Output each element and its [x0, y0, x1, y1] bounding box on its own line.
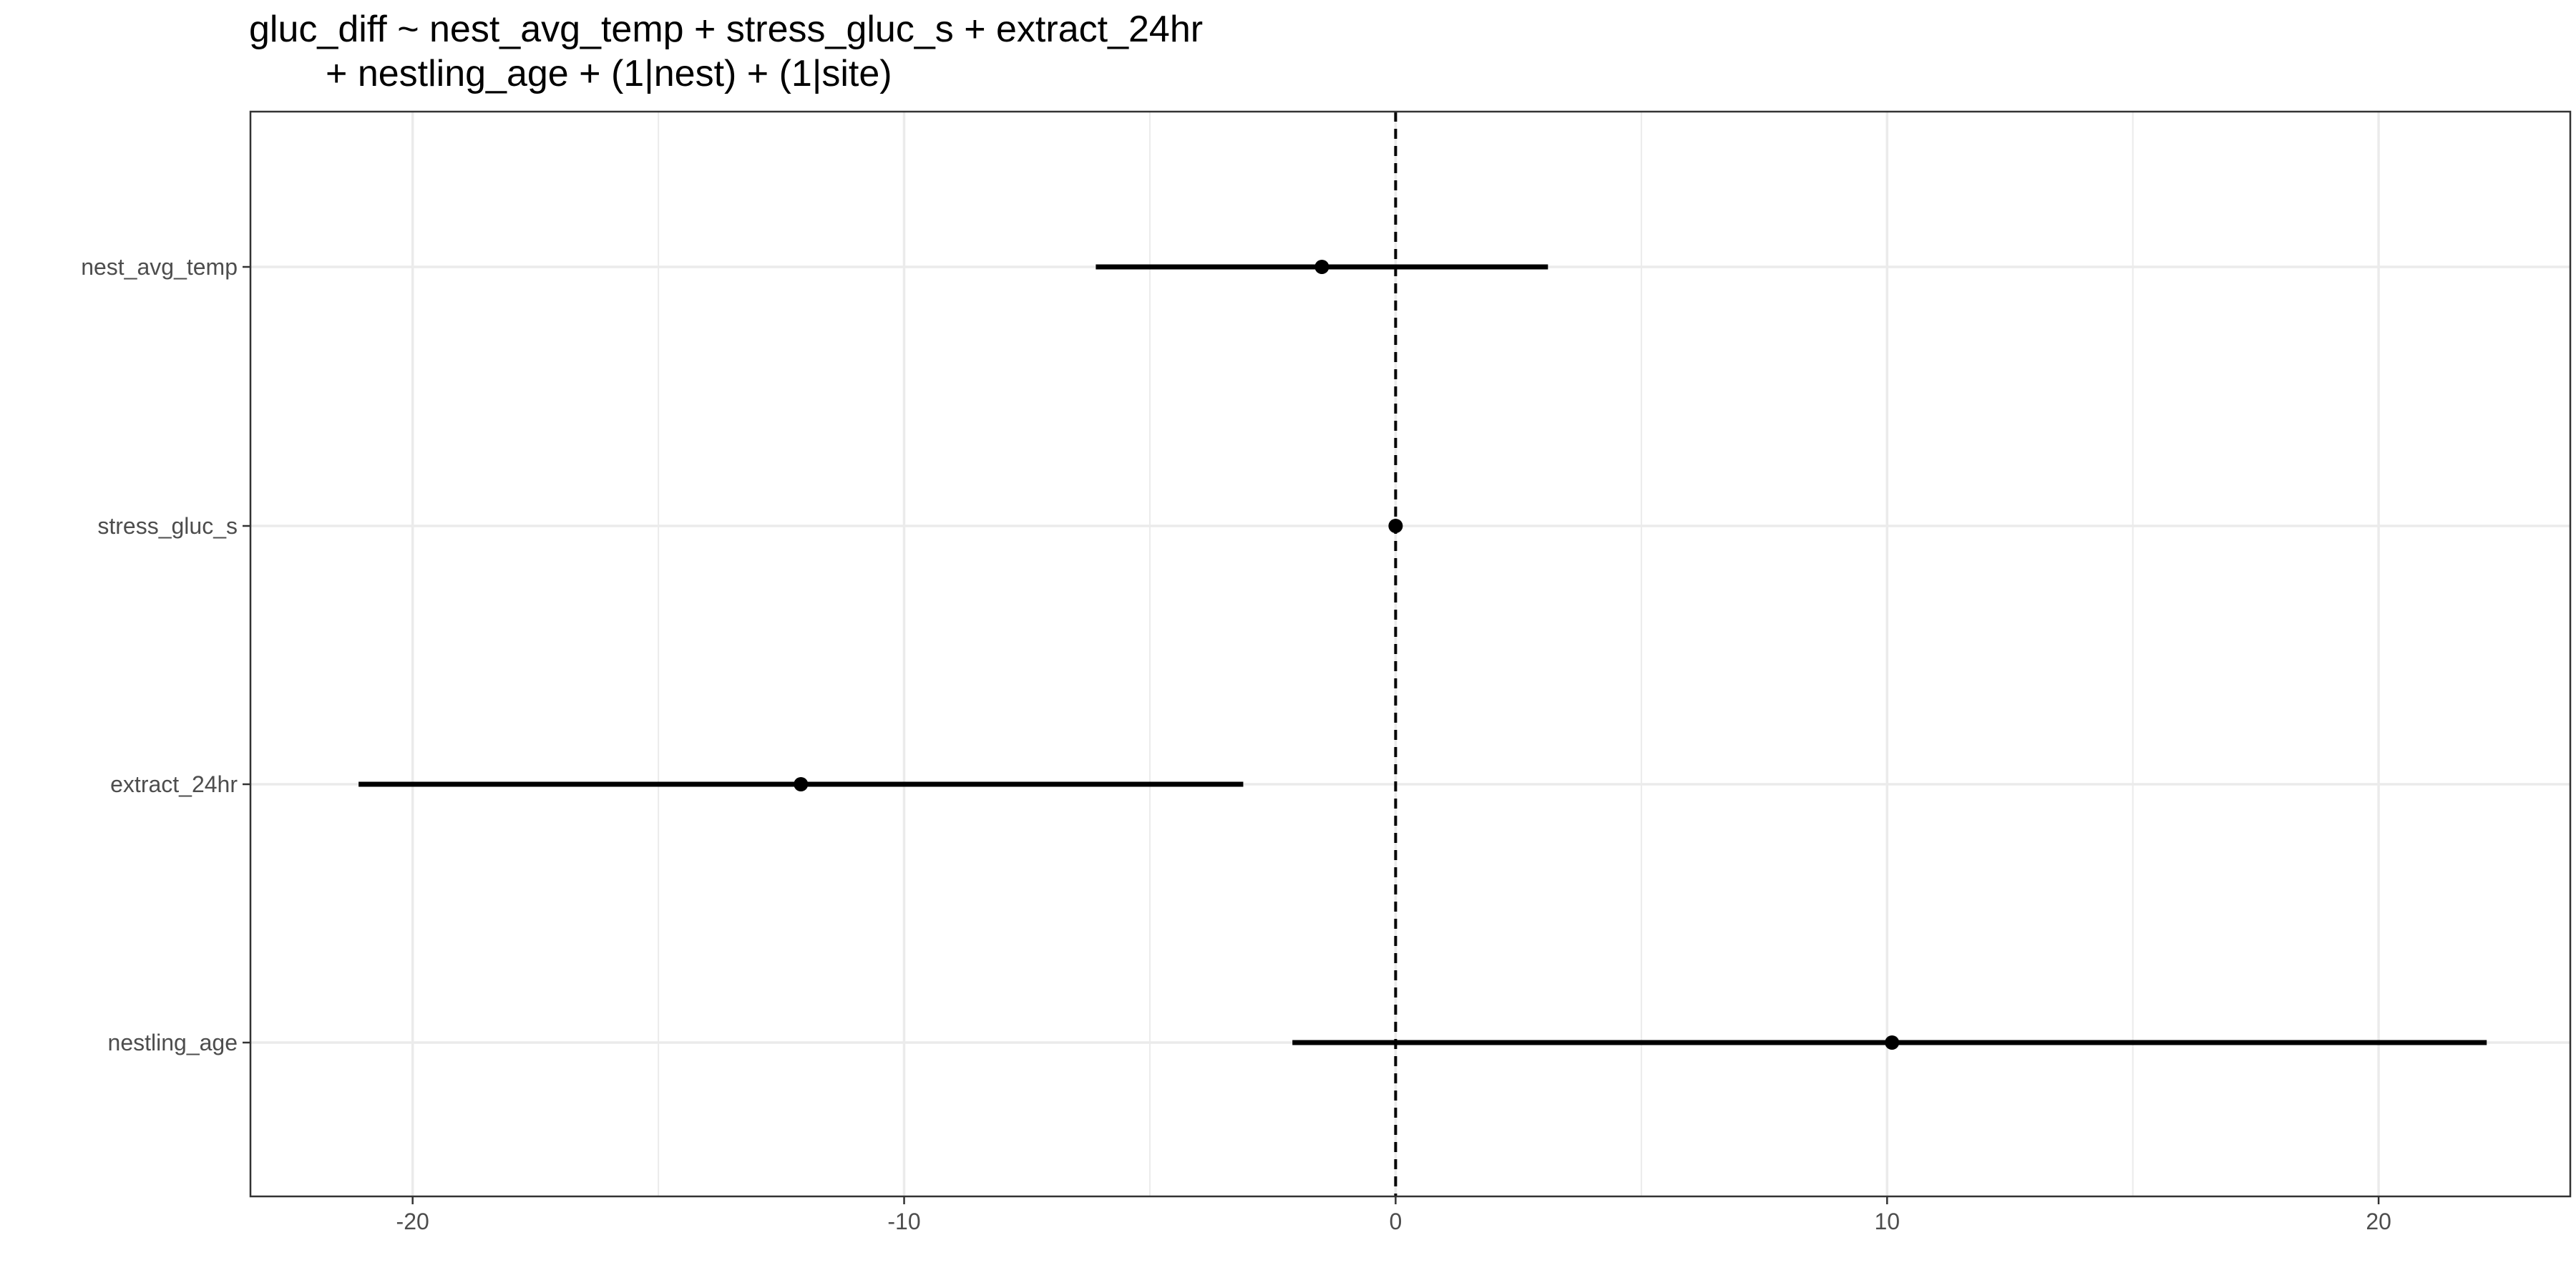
- grid-lines: [250, 112, 2570, 1196]
- estimate-point-nest_avg_temp: [1314, 260, 1330, 274]
- estimate-point-nestling_age: [1885, 1035, 1900, 1050]
- x-tick-label: 0: [1389, 1209, 1402, 1234]
- estimate-point-stress_gluc_s: [1388, 519, 1403, 533]
- y-tick-label: nestling_age: [108, 1030, 238, 1055]
- x-tick-label: -10: [887, 1209, 920, 1234]
- estimate-points: [794, 260, 1900, 1050]
- x-tick-label: -20: [396, 1209, 429, 1234]
- x-tick-label: 20: [2366, 1209, 2391, 1234]
- axes: -20 -10 0 10 20 nest_avg_temp stress_gluc_sext…: [81, 254, 2391, 1234]
- y-tick-label: stress_gluc_s: [97, 513, 238, 539]
- y-tick-label: nest_avg_temp: [81, 254, 238, 280]
- chart-title-line-1: gluc_diff ~ nest_avg_temp + stress_gluc_…: [249, 9, 1203, 50]
- estimate-point-extract_24hr: [794, 777, 809, 791]
- y-tick-label: extract_24hr: [110, 771, 238, 797]
- confidence-intervals: [358, 264, 2487, 1045]
- chart-title-line-2: + nestling_age + (1|nest) + (1|site): [326, 53, 892, 94]
- panel-border: [249, 110, 2572, 1198]
- x-tick-label: 10: [1874, 1209, 1900, 1234]
